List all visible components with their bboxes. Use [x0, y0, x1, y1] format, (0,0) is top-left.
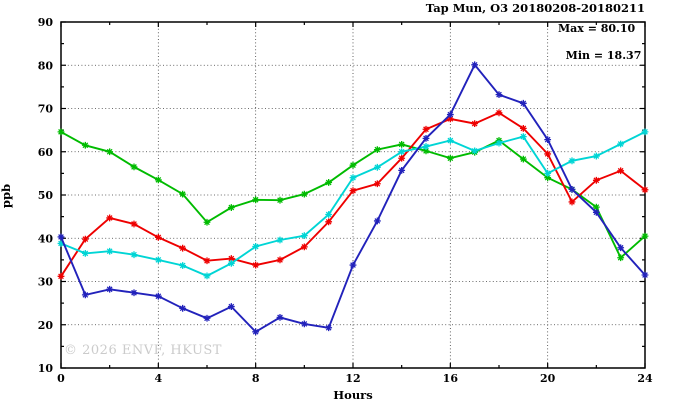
- x-tick-label: 12: [345, 372, 360, 385]
- y-tick-label: 10: [38, 362, 54, 375]
- series-line-blue: [60, 63, 646, 333]
- watermark: © 2026 ENVF, HKUST: [64, 343, 222, 358]
- series-markers-blue: [57, 61, 649, 336]
- x-axis-label: Hours: [333, 388, 373, 402]
- y-tick-label: 80: [38, 59, 54, 72]
- y-tick-label: 20: [38, 319, 54, 332]
- y-tick-label: 60: [38, 146, 54, 159]
- y-tick-label: 70: [38, 103, 54, 116]
- min-annotation: Min = 18.37: [565, 49, 642, 62]
- series-line-red: [60, 111, 646, 277]
- y-tick-label: 50: [38, 189, 54, 202]
- y-tick-label: 40: [38, 232, 54, 245]
- x-tick-label: 4: [155, 372, 163, 385]
- series-markers-red: [57, 109, 649, 280]
- series-line-cyan: [60, 131, 646, 277]
- x-tick-label: 20: [540, 372, 556, 385]
- max-annotation: Max = 80.10: [558, 22, 636, 35]
- y-axis-label: ppb: [0, 183, 13, 209]
- series-markers-green: [57, 128, 649, 262]
- x-tick-label: 0: [57, 372, 65, 385]
- chart-title: Tap Mun, O3 20180208-20180211: [425, 1, 645, 15]
- y-tick-label: 30: [38, 276, 54, 289]
- x-tick-label: 24: [637, 372, 653, 385]
- series-markers-cyan: [57, 128, 649, 280]
- x-tick-label: 16: [443, 372, 459, 385]
- y-tick-label: 90: [38, 16, 54, 29]
- max-min-annotation: Max = 80.10 Min = 18.37: [558, 22, 641, 63]
- x-tick-label: 8: [252, 372, 260, 385]
